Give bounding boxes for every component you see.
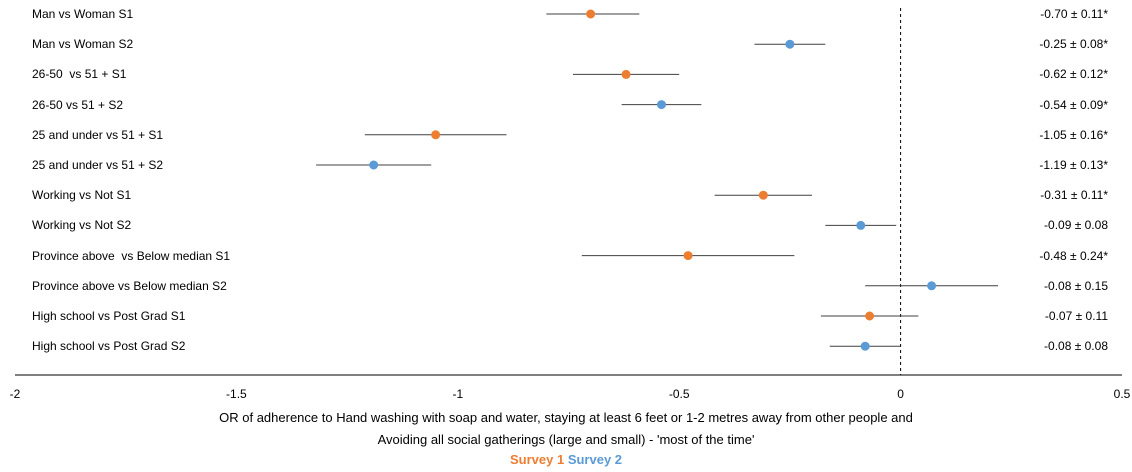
row-label: High school vs Post Grad S2	[32, 339, 186, 354]
row-value-label: -1.05 ± 0.16*	[1039, 127, 1108, 142]
row-value-label: -0.70 ± 0.11*	[1040, 7, 1108, 21]
row-label: Man vs Woman S1	[32, 7, 134, 21]
row-value-label: -0.31 ± 0.11*	[1040, 188, 1108, 203]
row-label: Province above vs Below median S1	[32, 248, 231, 263]
estimate-point	[927, 281, 937, 291]
x-tick-label: -2	[9, 387, 21, 401]
x-axis-label-line1: OR of adherence to Hand washing with soa…	[219, 410, 913, 425]
row-label: Province above vs Below median S2	[32, 278, 227, 293]
row-value-label: -0.08 ± 0.15	[1044, 278, 1108, 293]
x-axis-label-line2: Avoiding all social gatherings (large an…	[377, 432, 755, 447]
row-value-label: -0.48 ± 0.24*	[1039, 248, 1108, 263]
row-label: Working vs Not S1	[32, 188, 132, 203]
estimate-point	[758, 190, 768, 200]
x-tick-label: 0.5	[1113, 387, 1131, 401]
x-tick-label: -1.5	[226, 387, 247, 401]
row-value-label: -0.62 ± 0.12*	[1039, 67, 1108, 82]
x-tick-label: -0.5	[668, 387, 690, 401]
estimate-point	[621, 69, 631, 79]
estimate-point	[369, 160, 379, 170]
estimate-point	[865, 311, 875, 321]
row-value-label: -0.25 ± 0.08*	[1039, 37, 1108, 52]
row-label: 26-50 vs 51 + S1	[32, 67, 127, 82]
x-tick-label: -1	[452, 387, 464, 401]
row-label: 26-50 vs 51 + S2	[32, 97, 124, 112]
estimate-point	[856, 220, 866, 230]
estimate-point	[656, 100, 666, 110]
row-value-label: -0.08 ± 0.08	[1044, 339, 1108, 354]
legend-item-survey-1: Survey 1	[509, 452, 565, 467]
row-label: Man vs Woman S2	[32, 37, 134, 52]
row-value-label: -0.07 ± 0.11	[1044, 309, 1108, 323]
estimate-point	[586, 9, 596, 19]
x-tick-label: 0	[897, 387, 904, 401]
row-value-label: -0.54 ± 0.09*	[1039, 97, 1108, 112]
row-value-label: -1.19 ± 0.13*	[1039, 158, 1108, 172]
estimate-point	[860, 341, 870, 351]
row-value-label: -0.09 ± 0.08	[1044, 218, 1108, 233]
estimate-point	[431, 130, 441, 140]
legend: Survey 1 Survey 2	[0, 452, 1132, 467]
legend-item-survey-2: Survey 2	[567, 452, 623, 467]
row-label: High school vs Post Grad S1	[32, 309, 186, 323]
estimate-point	[683, 251, 693, 261]
row-label: Working vs Not S2	[32, 218, 132, 233]
estimate-point	[785, 39, 795, 49]
row-label: 25 and under vs 51 + S1	[32, 127, 164, 142]
row-label: 25 and under vs 51 + S2	[32, 158, 164, 172]
